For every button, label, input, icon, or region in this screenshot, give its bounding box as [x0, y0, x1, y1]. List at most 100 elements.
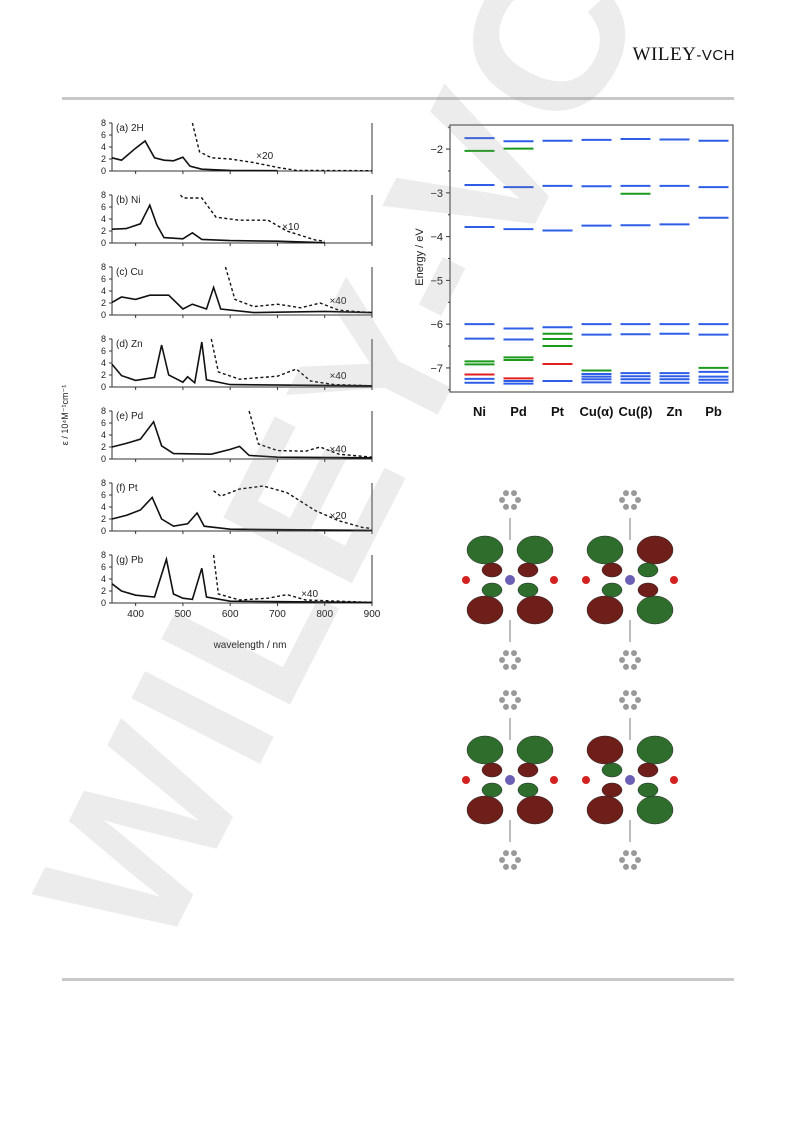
magnification-label: ×40 — [329, 296, 346, 307]
atom — [619, 857, 625, 863]
atom — [499, 857, 505, 863]
y-tick-label: 2 — [101, 298, 106, 308]
atom — [503, 663, 509, 670]
orbital-lobe — [481, 782, 503, 798]
orbital-lobe — [601, 582, 623, 598]
orbital-lobe — [601, 782, 623, 798]
atom — [499, 497, 505, 503]
magnification-label: ×10 — [282, 222, 299, 233]
atom — [635, 657, 641, 663]
spectrum-panel: 0 2 4 6 8 (b) Ni ×10 — [101, 190, 373, 248]
energy-category-label: Zn — [667, 404, 683, 419]
atom — [623, 703, 629, 710]
spectrum-curve — [111, 556, 373, 604]
atom — [503, 690, 509, 697]
y-tick-label: 8 — [101, 334, 106, 344]
atom — [631, 663, 637, 670]
orbital-lobe — [516, 595, 554, 625]
orbital-lobe — [466, 535, 504, 565]
orbital-image-1 — [462, 490, 558, 670]
orbital-lobe — [636, 795, 674, 825]
y-tick-label: 8 — [101, 478, 106, 488]
y-tick-label: 6 — [101, 346, 106, 356]
y-tick-label: 0 — [101, 382, 106, 392]
oxygen-atom — [582, 576, 590, 584]
spectrum-panel: 0 2 4 6 8 (g) Pb ×40 — [101, 550, 373, 608]
orbital-lobe — [636, 735, 674, 765]
x-tick-label: 600 — [222, 609, 239, 620]
y-tick-label: 6 — [101, 490, 106, 500]
atom — [635, 857, 641, 863]
magnification-label: ×40 — [301, 589, 318, 600]
publisher-suffix: -VCH — [696, 47, 735, 64]
orbital-lobe — [516, 535, 554, 565]
orbital-lobe — [586, 735, 624, 765]
energy-category-label: Pb — [705, 404, 722, 419]
orbital-lobe — [636, 535, 674, 565]
y-tick-label: 2 — [101, 226, 106, 236]
publisher-main: WILEY — [632, 44, 697, 65]
spectrum-magnified-curve — [213, 485, 373, 530]
y-tick-label: 0 — [101, 238, 106, 248]
atom — [511, 850, 517, 857]
orbital-lobe — [637, 762, 659, 778]
orbital-lobe — [586, 795, 624, 825]
atom — [511, 503, 517, 510]
orbital-lobe — [516, 735, 554, 765]
y-tick-label: 0 — [101, 310, 106, 320]
orbital-lobe — [601, 762, 623, 778]
atom — [511, 690, 517, 697]
spectrum-magnified-curve — [224, 266, 373, 314]
atom — [511, 863, 517, 870]
energy-y-tick-label: −5 — [430, 275, 443, 287]
y-tick-label: 2 — [101, 370, 106, 380]
atom — [511, 703, 517, 710]
metal-atom — [625, 575, 635, 585]
oxygen-atom — [670, 776, 678, 784]
atom — [635, 697, 641, 703]
y-tick-label: 0 — [101, 526, 106, 536]
metal-atom — [505, 775, 515, 785]
x-tick-label: 900 — [364, 609, 381, 620]
magnification-label: ×20 — [256, 151, 273, 162]
atom — [503, 863, 509, 870]
spectrum-panel: 0 2 4 6 8 (e) Pd ×40 — [101, 406, 373, 464]
atom — [635, 497, 641, 503]
x-tick-label: 500 — [175, 609, 192, 620]
atom — [515, 697, 521, 703]
orbital-lobe — [637, 562, 659, 578]
energy-y-tick-label: −2 — [430, 144, 443, 156]
orbital-lobe — [481, 562, 503, 578]
x-tick-label: 700 — [269, 609, 286, 620]
orbital-lobe — [517, 782, 539, 798]
spectrum-magnified-curve — [179, 194, 325, 242]
atom — [503, 650, 509, 657]
energy-y-tick-label: −4 — [430, 232, 443, 244]
y-tick-label: 8 — [101, 550, 106, 560]
atom — [623, 690, 629, 697]
spectrum-magnified-curve — [212, 554, 373, 604]
energy-category-label: Ni — [473, 404, 486, 419]
orbital-image-2 — [582, 490, 678, 670]
absorption-spectra-figure: ε / 10⁴M⁻¹cm⁻¹ 0 2 4 6 8 (a) 2H ×20 0 2 4 6 8 (b) Ni… — [60, 118, 381, 651]
atom — [631, 703, 637, 710]
atom — [631, 850, 637, 857]
spectrum-magnified-curve — [248, 410, 373, 458]
oxygen-atom — [550, 776, 558, 784]
atom — [503, 503, 509, 510]
atom — [515, 857, 521, 863]
y-tick-label: 6 — [101, 562, 106, 572]
oxygen-atom — [462, 576, 470, 584]
y-tick-label: 4 — [101, 574, 106, 584]
metal-atom — [505, 575, 515, 585]
panel-label: (b) Ni — [116, 195, 140, 206]
y-tick-label: 4 — [101, 502, 106, 512]
spectrum-panel: 0 2 4 6 8 (f) Pt ×20 — [101, 478, 373, 536]
orbital-lobe — [601, 562, 623, 578]
y-tick-label: 2 — [101, 586, 106, 596]
atom — [631, 650, 637, 657]
orbital-lobe — [517, 762, 539, 778]
atom — [619, 697, 625, 703]
orbital-image-4 — [582, 690, 678, 870]
energy-category-label: Pt — [551, 404, 565, 419]
